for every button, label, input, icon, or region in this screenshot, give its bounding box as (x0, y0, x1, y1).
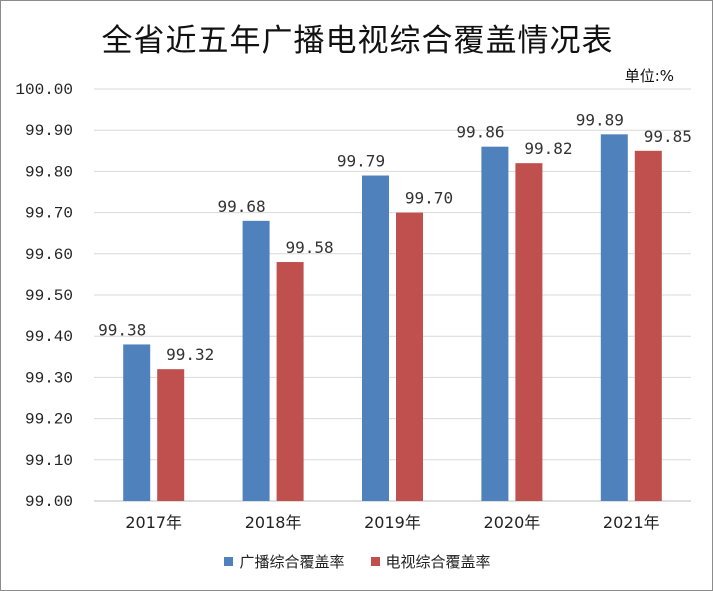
y-tick-label: 99.00 (25, 493, 73, 511)
x-tick-label: 2017年 (125, 513, 182, 532)
legend-item-tv: 电视综合覆盖率 (370, 551, 491, 572)
data-label-broadcast: 99.86 (456, 123, 504, 142)
bar-broadcast (123, 344, 151, 501)
data-label-broadcast: 99.38 (98, 320, 146, 339)
legend-swatch-tv (370, 557, 380, 566)
bar-broadcast (242, 220, 270, 501)
bar-tv (515, 163, 543, 501)
y-tick-label: 99.40 (25, 328, 73, 346)
x-tick-label: 2019年 (364, 513, 421, 532)
data-label-broadcast: 99.68 (218, 197, 266, 216)
y-tick-label: 99.60 (25, 246, 73, 264)
data-label-tv: 99.32 (166, 345, 214, 364)
legend-label-broadcast: 广播综合覆盖率 (239, 553, 345, 571)
y-tick-label: 99.10 (25, 452, 73, 470)
bar-tv (396, 212, 423, 501)
legend-item-broadcast: 广播综合覆盖率 (224, 551, 345, 572)
chart-title: 全省近五年广播电视综合覆盖情况表 (101, 23, 614, 59)
data-label-broadcast: 99.89 (576, 110, 624, 129)
bar-tv (157, 369, 185, 501)
x-tick-label: 2018年 (245, 513, 302, 532)
y-tick-label: 99.30 (25, 369, 73, 387)
y-tick-label: 100.00 (15, 81, 73, 99)
bar-broadcast (481, 146, 509, 501)
data-label-tv: 99.82 (524, 139, 572, 158)
bar-broadcast (600, 134, 628, 501)
bar-broadcast (362, 175, 389, 501)
legend-label-tv: 电视综合覆盖率 (385, 553, 491, 571)
y-tick-label: 99.80 (25, 163, 73, 181)
bar-tv (276, 262, 304, 501)
x-tick-label: 2020年 (484, 513, 541, 532)
bar-chart: 99.00 99.10 99.20 99.30 99.40 99.50 99.60 99.70… (15, 81, 692, 532)
data-label-tv: 99.58 (286, 238, 334, 257)
y-tick-label: 99.50 (25, 287, 73, 305)
data-label-tv: 99.85 (644, 127, 692, 146)
bar-tv (634, 150, 662, 502)
x-tick-label: 2021年 (603, 513, 660, 532)
y-tick-label: 99.20 (25, 411, 73, 429)
data-label-broadcast: 99.79 (337, 152, 385, 171)
unit-label: 单位:% (624, 67, 674, 85)
legend: 广播综合覆盖率 电视综合覆盖率 (1, 551, 713, 572)
data-label-tv: 99.70 (405, 189, 453, 208)
legend-swatch-broadcast (224, 557, 234, 566)
y-tick-label: 99.70 (25, 205, 73, 223)
y-tick-label: 99.90 (25, 122, 73, 140)
